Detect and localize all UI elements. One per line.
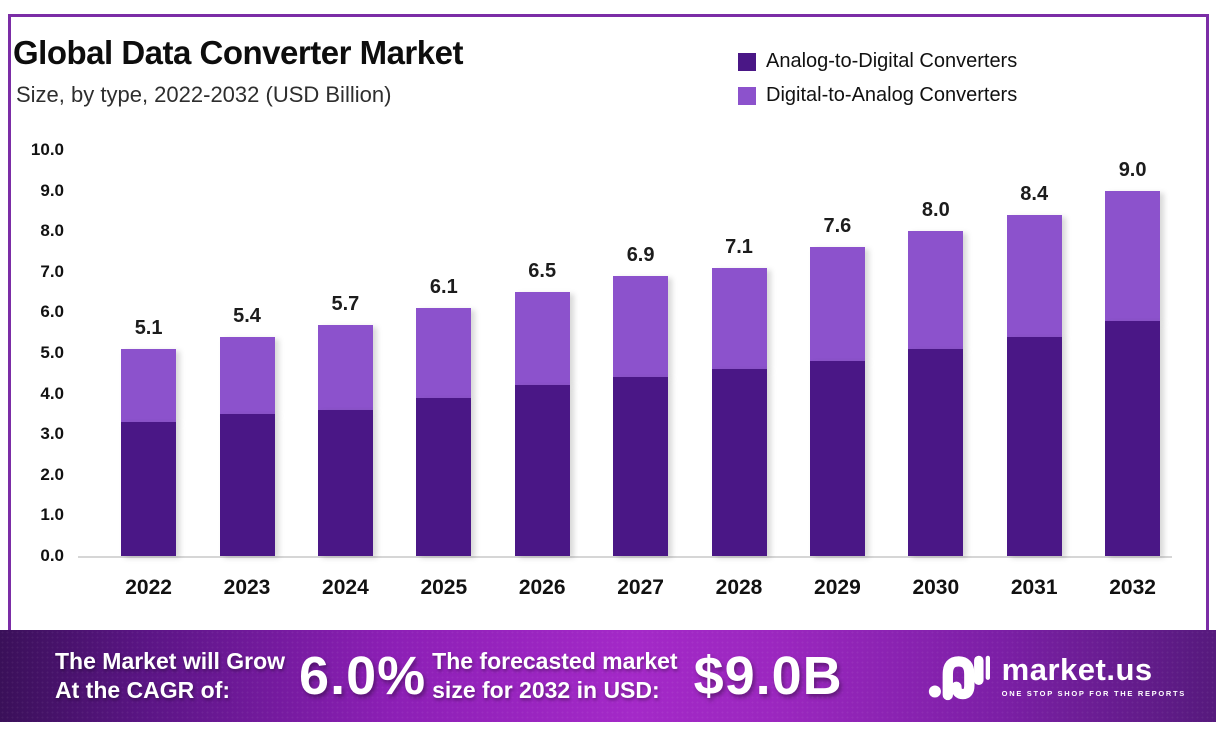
- bar-chart: 0.0 1.0 2.0 3.0 4.0 5.0 6.0 7.0 8.0 9.0 10.0 5.1 202…: [0, 130, 1216, 630]
- bar-total-label: 8.4: [1020, 182, 1049, 205]
- cagr-caption: The Market will Grow At the CAGR of:: [55, 647, 285, 705]
- bar-segment-dac: [317, 324, 373, 410]
- bar-segment-adc: [219, 413, 275, 556]
- bar-group: 6.1 2025: [416, 130, 472, 630]
- bar-group: 7.1 2028: [711, 130, 767, 630]
- marketus-logo-icon: [928, 655, 990, 701]
- legend-swatch-adc: [738, 52, 756, 71]
- x-axis-category-label: 2030: [912, 576, 960, 599]
- x-axis-category-label: 2026: [518, 576, 566, 599]
- bar-group: 5.1 2022: [121, 130, 177, 630]
- bar-total-label: 5.7: [331, 292, 360, 315]
- legend: Analog-to-Digital Converters Digital-to-…: [738, 50, 1017, 118]
- marketus-logo[interactable]: market.us ONE STOP SHOP FOR THE REPORTS: [928, 648, 1186, 704]
- bar-segment-dac: [613, 275, 669, 378]
- cagr-caption-line2: At the CAGR of:: [55, 677, 231, 703]
- y-axis-tick-label: 9.0: [40, 180, 64, 200]
- legend-item-adc: Analog-to-Digital Converters: [738, 50, 1017, 73]
- x-axis-category-label: 2028: [715, 576, 763, 599]
- bar-total-label: 9.0: [1118, 158, 1147, 181]
- bar-segment-dac: [1006, 214, 1062, 337]
- y-axis-tick-label: 10.0: [30, 140, 64, 159]
- bar-total-label: 6.5: [528, 260, 557, 283]
- bar-segment-adc: [416, 397, 472, 556]
- bar-group: 5.4 2023: [219, 130, 275, 630]
- y-axis-tick-label: 5.0: [40, 343, 64, 362]
- legend-swatch-dac: [738, 86, 756, 105]
- bar-segment-adc: [613, 377, 669, 556]
- x-axis-category-label: 2027: [617, 576, 664, 599]
- x-axis-category-label: 2032: [1109, 576, 1156, 599]
- bar-segment-adc: [1105, 320, 1161, 556]
- bar-segment-adc: [121, 422, 177, 556]
- forecast-caption-line2: size for 2032 in USD:: [432, 677, 660, 703]
- bar-total-label: 6.9: [626, 243, 655, 266]
- bar-segment-adc: [514, 385, 570, 556]
- bar-segment-adc: [317, 409, 373, 556]
- bar-segment-dac: [711, 267, 767, 370]
- x-axis-category-label: 2024: [322, 576, 369, 599]
- y-axis-tick-label: 0.0: [40, 546, 64, 565]
- x-axis-category-label: 2031: [1010, 576, 1058, 599]
- y-axis-tick-label: 8.0: [40, 221, 64, 241]
- bar-segment-dac: [219, 336, 275, 414]
- bar-group: 9.0 2032: [1105, 130, 1161, 630]
- bar-total-label: 7.6: [823, 215, 852, 238]
- x-axis-line: [78, 556, 1172, 558]
- bar-segment-adc: [908, 348, 964, 556]
- y-axis-tick-label: 7.0: [40, 261, 64, 281]
- page-title: Global Data Converter Market: [13, 34, 463, 71]
- x-axis-category-label: 2029: [814, 576, 861, 599]
- cagr-value: 6.0%: [299, 646, 427, 706]
- cagr-caption-line1: The Market will Grow: [55, 648, 286, 675]
- y-axis-tick-label: 2.0: [40, 464, 64, 484]
- forecast-caption: The forecasted market size for 2032 in U…: [432, 647, 677, 705]
- bar-segment-adc: [1006, 336, 1062, 556]
- page-subtitle: Size, by type, 2022-2032 (USD Billion): [16, 82, 392, 107]
- legend-label-dac: Digital-to-Analog Converters: [766, 84, 1018, 106]
- bar-total-label: 5.1: [134, 316, 163, 339]
- bar-group: 8.4 2031: [1006, 130, 1062, 630]
- bar-total-label: 6.1: [429, 276, 458, 299]
- bar-segment-dac: [908, 231, 964, 349]
- y-axis-tick-label: 1.0: [40, 505, 64, 525]
- legend-label-adc: Analog-to-Digital Converters: [766, 50, 1018, 72]
- legend-item-dac: Digital-to-Analog Converters: [738, 84, 1017, 107]
- bar-group: 7.6 2029: [809, 130, 865, 630]
- bar-segment-adc: [711, 369, 767, 556]
- bar-total-label: 7.1: [725, 235, 753, 258]
- bar-segment-dac: [1105, 190, 1161, 321]
- x-axis-category-label: 2025: [420, 576, 468, 599]
- bar-total-label: 5.4: [233, 304, 261, 327]
- y-axis-tick-label: 3.0: [40, 424, 64, 444]
- brand-tagline: ONE STOP SHOP FOR THE REPORTS: [1001, 689, 1186, 698]
- bar-group: 6.9 2027: [613, 130, 669, 630]
- bar-segment-dac: [809, 247, 865, 362]
- brand-text: market.us ONE STOP SHOP FOR THE REPORTS: [1002, 654, 1186, 698]
- x-axis-category-label: 2023: [223, 576, 271, 599]
- bar-group: 5.7 2024: [317, 130, 373, 630]
- bar-segment-adc: [809, 361, 865, 556]
- x-axis-category-label: 2022: [125, 576, 172, 599]
- bar-group: 6.5 2026: [514, 130, 570, 630]
- footer-banner: The Market will Grow At the CAGR of: 6.0…: [0, 630, 1216, 722]
- forecast-value: $9.0B: [693, 646, 843, 706]
- brand-name: market.us: [1001, 652, 1153, 687]
- bar-group: 8.0 2030: [908, 130, 964, 630]
- forecast-caption-line1: The forecasted market: [432, 648, 678, 675]
- y-axis-tick-label: 4.0: [40, 383, 64, 403]
- bar-segment-dac: [121, 348, 177, 423]
- bar-segment-dac: [514, 292, 570, 386]
- bar-total-label: 8.0: [921, 199, 950, 222]
- y-axis-tick-label: 6.0: [40, 302, 64, 322]
- bar-segment-dac: [416, 308, 472, 398]
